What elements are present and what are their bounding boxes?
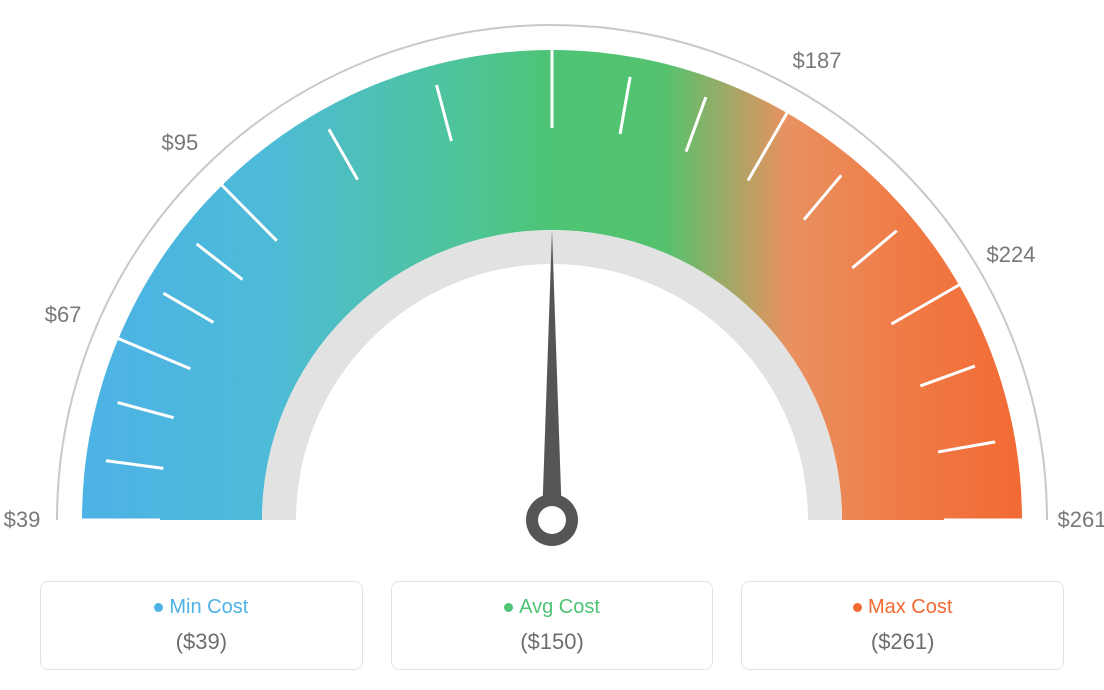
gauge-tick-label: $261	[1058, 507, 1104, 533]
legend-avg: Avg Cost ($150)	[391, 581, 714, 670]
legend-max-label: Max Cost	[742, 596, 1063, 619]
gauge-tick-label: $224	[987, 242, 1036, 268]
gauge-area: $39 $67 $95 $150 $187 $224 $261	[0, 0, 1104, 560]
legend-min-value: ($39)	[41, 629, 362, 655]
legend-max-value: ($261)	[742, 629, 1063, 655]
legend-row: Min Cost ($39) Avg Cost ($150) Max Cost …	[40, 581, 1064, 670]
gauge-tick-label: $95	[162, 130, 199, 156]
legend-avg-label: Avg Cost	[392, 596, 713, 619]
gauge-tick-label: $187	[793, 48, 842, 74]
legend-max-dot	[853, 603, 862, 612]
gauge-svg	[0, 0, 1104, 560]
legend-min-dot	[154, 603, 163, 612]
gauge-tick-label: $39	[4, 507, 41, 533]
legend-avg-value: ($150)	[392, 629, 713, 655]
gauge-tick-label: $67	[45, 302, 82, 328]
gauge-chart-container: $39 $67 $95 $150 $187 $224 $261 Min Cost ($39)…	[0, 0, 1104, 690]
gauge-tick-label: $150	[528, 0, 577, 3]
legend-avg-dot	[504, 603, 513, 612]
legend-min-label-text: Min Cost	[169, 596, 248, 618]
legend-min: Min Cost ($39)	[40, 581, 363, 670]
legend-max-label-text: Max Cost	[868, 596, 952, 618]
legend-max: Max Cost ($261)	[741, 581, 1064, 670]
legend-avg-label-text: Avg Cost	[519, 596, 600, 618]
legend-min-label: Min Cost	[41, 596, 362, 619]
